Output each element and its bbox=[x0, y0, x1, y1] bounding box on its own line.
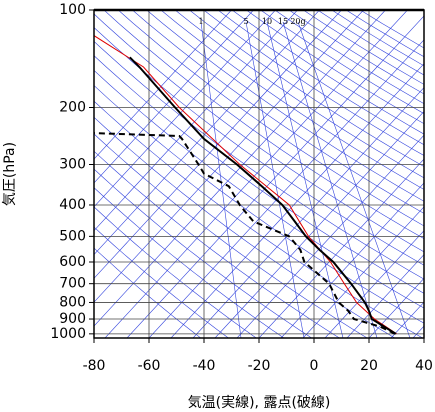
x-tick-label: 0 bbox=[310, 358, 319, 374]
mixing-ratio-label: 20g bbox=[290, 17, 305, 26]
dry-adiabat bbox=[94, 133, 368, 338]
profile-line bbox=[94, 132, 396, 335]
dry-adiabat bbox=[94, 206, 257, 338]
dry-adiabat bbox=[94, 247, 202, 338]
y-tick-label: 400 bbox=[59, 197, 86, 213]
mixing-ratio-line bbox=[245, 21, 305, 338]
dry-adiabat bbox=[188, 10, 424, 167]
dry-adiabat bbox=[160, 10, 424, 190]
isotherm bbox=[126, 15, 424, 338]
x-tick-label: -40 bbox=[193, 358, 216, 374]
y-tick-label: 900 bbox=[59, 311, 86, 327]
y-axis-label: 気圧(hPa) bbox=[2, 142, 18, 206]
dry-adiabat bbox=[131, 10, 424, 214]
isotherm bbox=[368, 277, 424, 338]
dry-adiabat bbox=[260, 10, 424, 114]
y-tick-label: 700 bbox=[59, 276, 86, 292]
dry-adiabat bbox=[94, 55, 424, 294]
x-tick-label: -60 bbox=[138, 358, 161, 374]
isotherm bbox=[94, 10, 342, 279]
dry-adiabat bbox=[174, 10, 424, 179]
mixing-ratio-label: 1 bbox=[198, 17, 203, 26]
isotherm bbox=[324, 230, 424, 338]
dry-adiabat bbox=[94, 27, 424, 266]
dry-adiabat bbox=[103, 10, 424, 239]
isotherm bbox=[94, 10, 298, 232]
dry-adiabat bbox=[94, 168, 313, 338]
y-tick-label: 800 bbox=[59, 294, 86, 310]
isotherm bbox=[94, 10, 276, 208]
dry-adiabat bbox=[117, 10, 424, 227]
dry-adiabat bbox=[94, 100, 424, 338]
mixing-ratio-line bbox=[297, 21, 411, 338]
y-tick-label: 100 bbox=[59, 2, 86, 18]
x-tick-label: -20 bbox=[248, 358, 271, 374]
profile-line bbox=[94, 35, 397, 335]
dry-adiabat bbox=[203, 10, 424, 156]
isotherm bbox=[258, 158, 424, 338]
x-tick-label: 20 bbox=[360, 358, 378, 374]
mixing-ratio-line bbox=[282, 21, 378, 338]
dry-adiabat bbox=[217, 10, 424, 146]
mixing-ratio-line bbox=[200, 21, 242, 338]
x-tick-label: -80 bbox=[83, 358, 106, 374]
dry-adiabat bbox=[146, 10, 424, 202]
profile-line bbox=[129, 56, 397, 335]
x-axis-label: 気温(実線), 露点(破線) bbox=[188, 395, 331, 411]
isotherm bbox=[94, 10, 320, 255]
isotherm bbox=[94, 10, 386, 327]
isotherm bbox=[94, 10, 254, 184]
dry-adiabat bbox=[94, 40, 424, 280]
y-tick-label: 1000 bbox=[50, 326, 86, 342]
dry-adiabat bbox=[94, 85, 424, 324]
dry-adiabat bbox=[94, 13, 424, 253]
plot-area bbox=[94, 10, 424, 338]
y-tick-label: 200 bbox=[59, 99, 86, 115]
isotherm bbox=[236, 134, 424, 338]
dry-adiabat bbox=[94, 150, 340, 338]
y-tick-label: 500 bbox=[59, 228, 86, 244]
mixing-ratio-label: 5 bbox=[243, 17, 248, 26]
dry-adiabat bbox=[345, 10, 424, 58]
dry-adiabat bbox=[94, 69, 424, 309]
dry-adiabat bbox=[94, 226, 229, 338]
y-tick-label: 300 bbox=[59, 157, 86, 173]
mixing-ratio-label: 15 bbox=[278, 17, 288, 26]
y-tick-label: 600 bbox=[59, 254, 86, 270]
mixing-ratio-label: 10 bbox=[262, 17, 272, 26]
x-tick-label: 40 bbox=[415, 358, 433, 374]
isotherm bbox=[94, 10, 232, 160]
isotherm bbox=[170, 63, 424, 338]
